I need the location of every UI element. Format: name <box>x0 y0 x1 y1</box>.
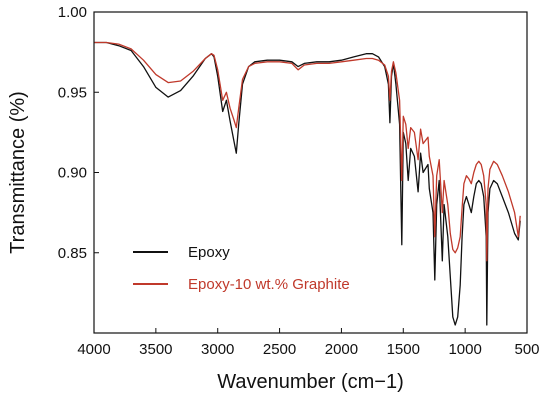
x-tick-label: 500 <box>514 341 539 358</box>
series-line-1 <box>94 41 521 262</box>
legend: Epoxy Epoxy-10 wt.% Graphite <box>133 244 350 293</box>
series-lines <box>94 41 521 326</box>
legend-label-0: Epoxy <box>188 244 230 261</box>
y-tick-label: 1.00 <box>58 4 87 21</box>
y-tick-label: 0.85 <box>58 245 87 262</box>
y-tick-label: 0.90 <box>58 165 87 182</box>
x-axis-ticks: 4000 3500 3000 2500 2000 1500 1000 500 <box>77 328 540 358</box>
x-tick-label: 1500 <box>387 341 420 358</box>
x-tick-label: 3000 <box>201 341 234 358</box>
x-tick-label: 3500 <box>139 341 172 358</box>
x-tick-label: 1000 <box>448 341 481 358</box>
x-axis-title: Wavenumber (cm−1) <box>217 371 404 393</box>
legend-label-1: Epoxy-10 wt.% Graphite <box>188 276 350 293</box>
x-tick-label: 4000 <box>77 341 110 358</box>
x-tick-label: 2500 <box>263 341 296 358</box>
x-tick-label: 2000 <box>325 341 358 358</box>
y-axis-ticks: 0.85 0.90 0.95 1.00 <box>58 4 99 262</box>
y-axis-title: Transmittance (%) <box>7 91 29 254</box>
y-tick-label: 0.95 <box>58 84 87 101</box>
